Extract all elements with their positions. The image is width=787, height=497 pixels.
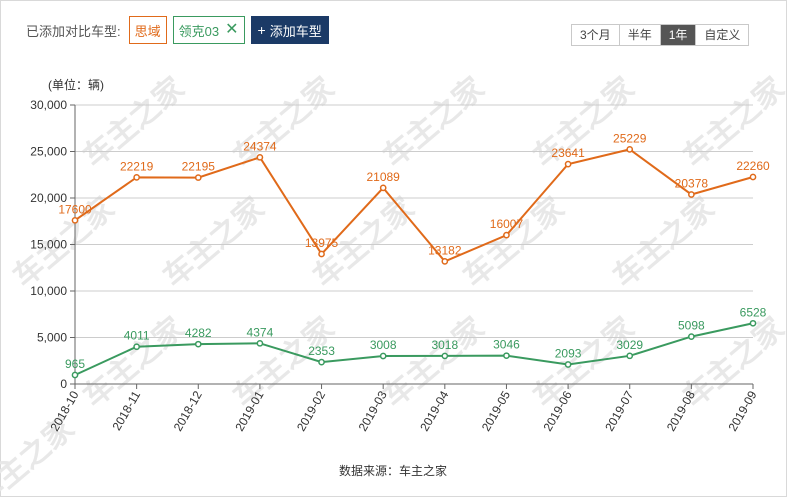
data-point [626, 352, 634, 360]
data-point [564, 160, 572, 168]
data-label: 5098 [678, 319, 705, 333]
data-point [71, 371, 79, 379]
data-label: 3018 [431, 338, 458, 352]
data-point [194, 174, 202, 181]
data-source-label: 数据来源：车主之家 [339, 463, 447, 478]
data-label: 17600 [58, 202, 92, 216]
watermark-text: 车主之家 [457, 191, 571, 295]
data-label: 24374 [243, 139, 277, 153]
series-group: 965 4011 4282 4374 2353 3008 3018 3046 2093 3029 5… [65, 305, 767, 379]
compare-bar: 已添加对比车型: 思域 领克03 ✕ + 添加车型 [26, 14, 329, 46]
data-label: 23641 [551, 146, 585, 160]
close-icon[interactable]: ✕ [225, 21, 239, 38]
grid-lines [75, 104, 753, 385]
data-point [564, 361, 572, 368]
data-point [503, 231, 510, 239]
data-point [318, 250, 325, 258]
model-tag-label: 思域 [134, 23, 161, 39]
data-point [379, 184, 387, 192]
range-3-months[interactable]: 3个月 [572, 25, 619, 45]
y-tick-label: 20,000 [30, 191, 67, 205]
y-tick-label: 10,000 [30, 284, 67, 298]
data-label: 4011 [124, 329, 150, 343]
watermark-text: 车主之家 [607, 191, 721, 295]
unit-label: (单位：辆) [48, 77, 104, 92]
data-label: 22195 [182, 160, 216, 174]
data-label: 13975 [305, 236, 339, 250]
data-point [318, 358, 325, 366]
data-point [379, 352, 387, 360]
data-label: 13182 [428, 243, 462, 257]
series-layer: 17600 22219 22195 24374 13975 21089 13182 16007… [58, 131, 770, 379]
series-group: 17600 22219 22195 24374 13975 21089 13182 16007… [58, 131, 770, 265]
data-label: 3029 [616, 338, 643, 352]
data-label: 25229 [613, 131, 647, 145]
data-point [256, 153, 264, 161]
data-point [749, 173, 757, 181]
model-tag-label: 领克03 [178, 23, 220, 39]
data-point [133, 343, 140, 351]
time-range-selector: 3个月 半年 1年 自定义 [571, 24, 750, 46]
data-point [626, 146, 634, 153]
x-tick-label: 2019-07 [602, 388, 636, 433]
series-line [74, 322, 754, 376]
added-models-label: 已添加对比车型: [26, 23, 121, 39]
data-point [133, 174, 140, 181]
watermark-text: 车主之家 [377, 71, 491, 175]
data-label: 22260 [736, 159, 770, 173]
data-label: 3046 [493, 338, 520, 352]
data-label: 4374 [247, 325, 274, 339]
x-tick-label: 2019-05 [479, 388, 513, 433]
data-label: 965 [65, 357, 85, 371]
data-label: 3008 [370, 338, 397, 352]
x-tick-label: 2019-02 [294, 388, 328, 433]
x-tick-label: 2018-12 [171, 388, 205, 433]
y-tick-label: 25,000 [30, 145, 67, 159]
data-label: 21089 [366, 170, 400, 184]
y-tick-label: 15,000 [30, 238, 67, 252]
data-point [441, 352, 449, 360]
data-label: 20378 [675, 176, 709, 190]
data-label: 6528 [740, 305, 767, 319]
add-model-button[interactable]: + 添加车型 [250, 16, 329, 44]
x-tick-label: 2019-09 [725, 388, 759, 433]
plus-icon: + [257, 22, 266, 38]
y-tick-label: 5,000 [37, 331, 67, 345]
x-tick-label: 2019-03 [356, 388, 390, 433]
y-tick-label: 0 [60, 377, 67, 391]
model-tag-lynk03[interactable]: 领克03 ✕ [172, 16, 245, 44]
data-label: 4282 [185, 326, 212, 340]
data-label: 16007 [490, 217, 524, 231]
data-point [256, 339, 264, 347]
range-1-year[interactable]: 1年 [659, 25, 696, 45]
model-tag-civic[interactable]: 思域 [128, 16, 167, 44]
data-label: 2353 [308, 344, 335, 358]
data-point [194, 340, 202, 348]
watermark-text: 车主之家 [0, 411, 81, 497]
data-label: 22219 [120, 159, 154, 173]
data-label: 2093 [555, 347, 582, 361]
data-point [441, 258, 449, 265]
data-point [688, 191, 695, 198]
data-point [71, 216, 79, 224]
data-point [688, 333, 695, 340]
watermark-text: 车主之家 [157, 191, 271, 295]
x-tick-label: 2019-08 [664, 388, 698, 433]
watermark-text: 车主之家 [227, 71, 341, 175]
data-point [503, 352, 510, 360]
range-custom[interactable]: 自定义 [695, 25, 749, 45]
series-line [74, 148, 754, 263]
y-tick-label: 30,000 [30, 98, 67, 112]
range-half-year[interactable]: 半年 [618, 25, 660, 45]
watermark-text: 车主之家 [677, 71, 787, 175]
add-model-label: 添加车型 [269, 23, 322, 39]
data-point [749, 319, 757, 327]
